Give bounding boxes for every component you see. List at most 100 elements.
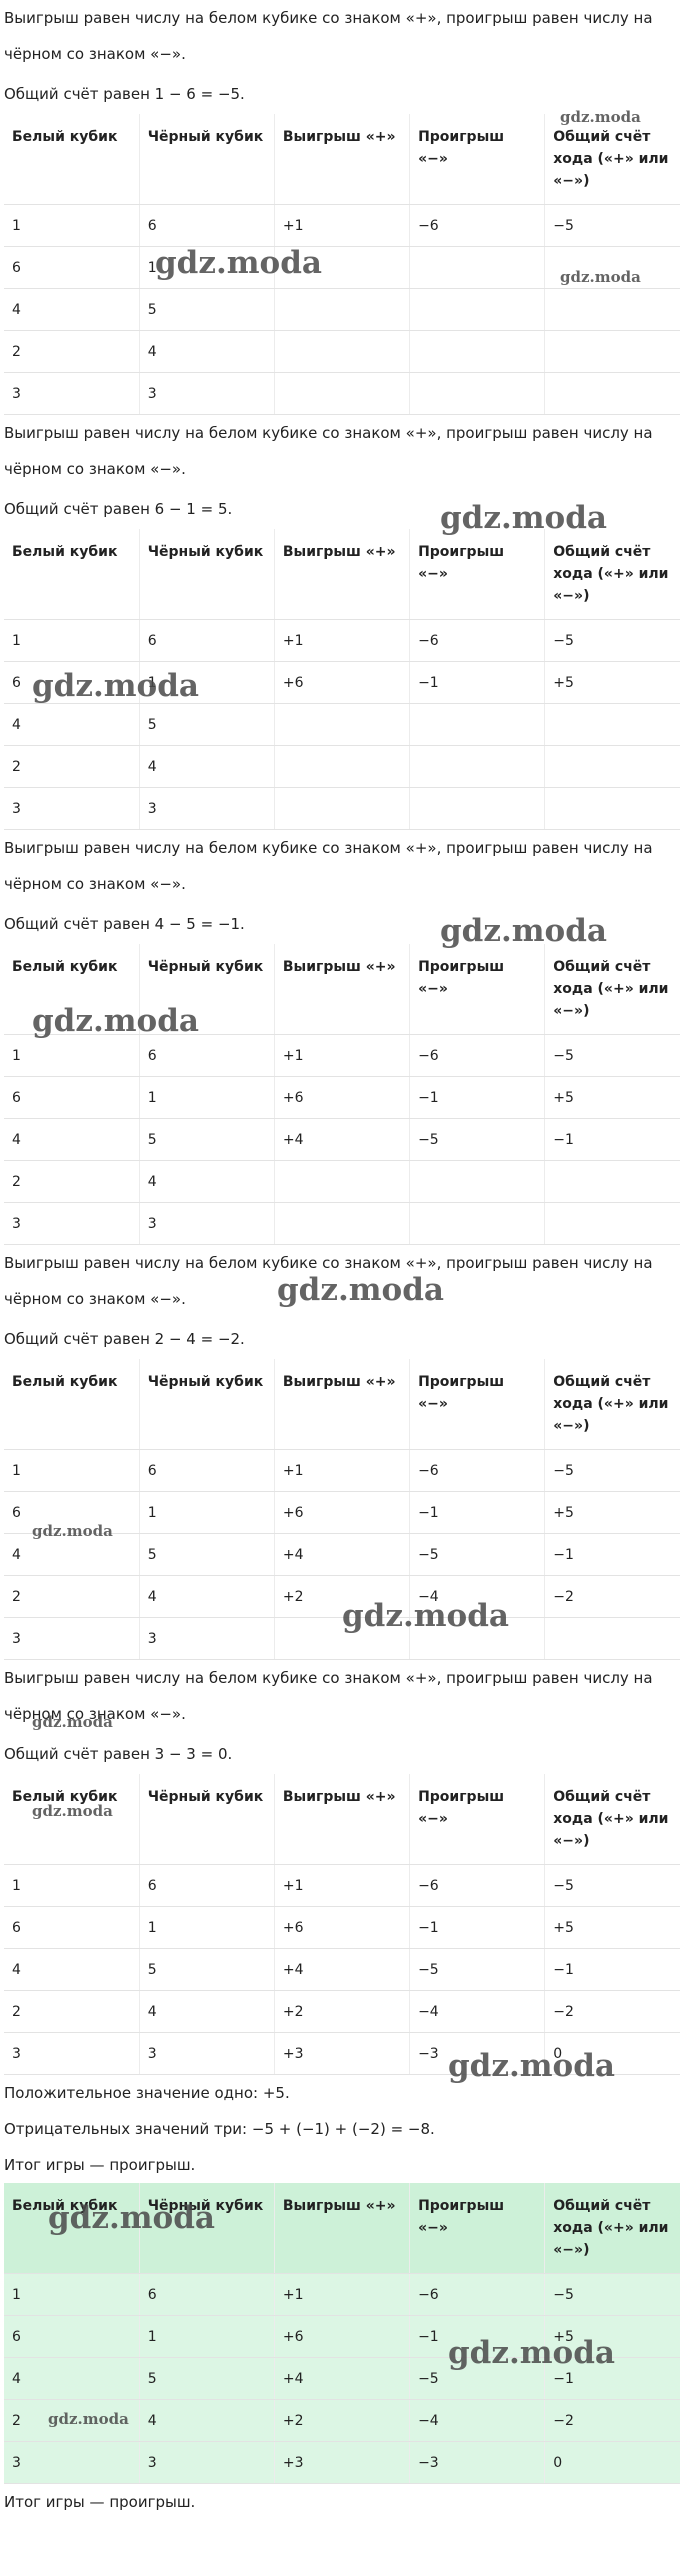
watermark: gdz.moda <box>560 268 641 286</box>
table-cell <box>274 246 411 289</box>
header-cell: Проигрыш «−» <box>409 1774 546 1865</box>
table-cell: 1 <box>4 1034 140 1077</box>
table-row: 2 4 +2 −4 −2 <box>4 1575 680 1618</box>
table-cell: +3 <box>274 2032 411 2075</box>
table-cell: −1 <box>544 1533 680 1576</box>
table-cell: +1 <box>274 1034 411 1077</box>
table-row: 6 1 +6 −1 +5 <box>4 1491 680 1534</box>
table-cell: +4 <box>274 2357 411 2400</box>
intro-text: Выигрыш равен числу на белом кубике со з… <box>4 1254 653 1308</box>
table-cell: +5 <box>544 1076 680 1119</box>
table-row: 1 6 +1 −6 −5 <box>4 204 680 247</box>
table-row: 4 5 +4 −5 −1 <box>4 1948 680 1991</box>
table-cell: 2 <box>4 1160 140 1203</box>
table-row: 1 6 +1 −6 −5 <box>4 2273 680 2316</box>
header-cell: Общий счёт хода («+» или «−») <box>544 114 680 205</box>
table-cell: −1 <box>409 1906 546 1949</box>
intro-text: Выигрыш равен числу на белом кубике со з… <box>4 9 653 63</box>
table-cell: 6 <box>139 1449 275 1492</box>
table-cell <box>544 372 680 415</box>
watermark: gdz.moda <box>155 245 322 281</box>
table-row: 6 1 +6 −1 +5 <box>4 1906 680 1949</box>
table-cell: 1 <box>139 1076 275 1119</box>
table-cell: +4 <box>274 1118 411 1161</box>
table-row: 3 3 +3 −3 0 <box>4 2032 680 2075</box>
table-row: 4 5 +4 −5 −1 <box>4 2357 680 2400</box>
header-cell: Чёрный кубик <box>139 2183 275 2274</box>
table-cell: 2 <box>4 330 140 373</box>
header-row: Белый кубик Чёрный кубик Выигрыш «+» Проигр… <box>4 944 680 1035</box>
table-cell: 3 <box>4 372 140 415</box>
table-cell: 4 <box>4 2357 140 2400</box>
table-cell: −3 <box>409 2032 546 2075</box>
table-cell <box>409 703 546 746</box>
table-cell: 4 <box>139 1160 275 1203</box>
header-cell: Белый кубик <box>4 1774 140 1865</box>
score-text: Общий счёт равен 6 − 1 = 5. <box>4 500 233 518</box>
table-cell: 6 <box>139 2273 275 2316</box>
table-cell: −5 <box>409 1118 546 1161</box>
table-cell: −1 <box>544 2357 680 2400</box>
table-cell: 3 <box>4 2441 140 2484</box>
table-cell <box>274 330 411 373</box>
table-cell: −5 <box>544 1034 680 1077</box>
table-cell: 3 <box>139 372 275 415</box>
watermark: gdz.moda <box>448 2048 615 2084</box>
table: Белый кубик Чёрный кубик Выигрыш «+» Проигр… <box>4 1774 680 2075</box>
table-cell <box>544 330 680 373</box>
watermark: gdz.moda <box>32 1802 113 1820</box>
watermark: gdz.moda <box>32 1713 113 1731</box>
table-cell: +4 <box>274 1948 411 1991</box>
score-text: Общий счёт равен 4 − 5 = −1. <box>4 915 245 933</box>
table-cell: 3 <box>139 1202 275 1245</box>
table-cell: +2 <box>274 1575 411 1618</box>
table-row: 4 5 +4 −5 −1 <box>4 1118 680 1161</box>
table-cell: 6 <box>4 2315 140 2358</box>
table-cell <box>409 1160 546 1203</box>
table-cell: 3 <box>4 2032 140 2075</box>
header-cell: Чёрный кубик <box>139 529 275 620</box>
table-cell: +3 <box>274 2441 411 2484</box>
table-row: 4 5 +4 −5 −1 <box>4 1533 680 1576</box>
table-cell <box>544 745 680 788</box>
table-row: 1 6 +1 −6 −5 <box>4 1034 680 1077</box>
table-row: 3 3 +3 −3 0 <box>4 2441 680 2484</box>
header-cell: Выигрыш «+» <box>274 2183 411 2274</box>
table-cell <box>544 1617 680 1660</box>
table-row: 1 6 +1 −6 −5 <box>4 1449 680 1492</box>
header-cell: Чёрный кубик <box>139 944 275 1035</box>
table: Белый кубик Чёрный кубик Выигрыш «+» Проигр… <box>4 1359 680 1660</box>
summary-line: Итог игры — проигрыш. <box>4 2156 196 2174</box>
table-cell: 6 <box>139 619 275 662</box>
table-cell: 1 <box>4 204 140 247</box>
table-cell: 2 <box>4 745 140 788</box>
header-cell: Выигрыш «+» <box>274 114 411 205</box>
table-cell <box>409 1202 546 1245</box>
table-cell: 1 <box>139 1906 275 1949</box>
header-row: Белый кубик Чёрный кубик Выигрыш «+» Проигр… <box>4 529 680 620</box>
table-cell: −5 <box>544 1864 680 1907</box>
table-cell: +5 <box>544 1906 680 1949</box>
table-cell: 1 <box>4 1864 140 1907</box>
table-cell <box>409 372 546 415</box>
table-cell: 4 <box>139 1575 275 1618</box>
table-cell <box>274 288 411 331</box>
table-cell: +5 <box>544 661 680 704</box>
watermark: gdz.moda <box>48 2410 129 2428</box>
watermark: gdz.moda <box>48 2200 215 2236</box>
intro-text: Выигрыш равен числу на белом кубике со з… <box>4 839 653 893</box>
table-cell: +5 <box>544 1491 680 1534</box>
table-cell <box>409 288 546 331</box>
table-cell: +5 <box>544 2315 680 2358</box>
table-cell: −5 <box>544 1449 680 1492</box>
watermark: gdz.moda <box>448 2335 615 2371</box>
header-cell: Общий счёт хода («+» или «−») <box>544 944 680 1035</box>
table-cell <box>274 1160 411 1203</box>
header-cell: Белый кубик <box>4 1359 140 1450</box>
header-cell: Проигрыш «−» <box>409 114 546 205</box>
table: Белый кубик Чёрный кубик Выигрыш «+» Проигр… <box>4 529 680 830</box>
